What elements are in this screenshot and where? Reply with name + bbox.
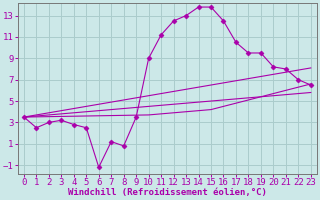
X-axis label: Windchill (Refroidissement éolien,°C): Windchill (Refroidissement éolien,°C) <box>68 188 267 197</box>
